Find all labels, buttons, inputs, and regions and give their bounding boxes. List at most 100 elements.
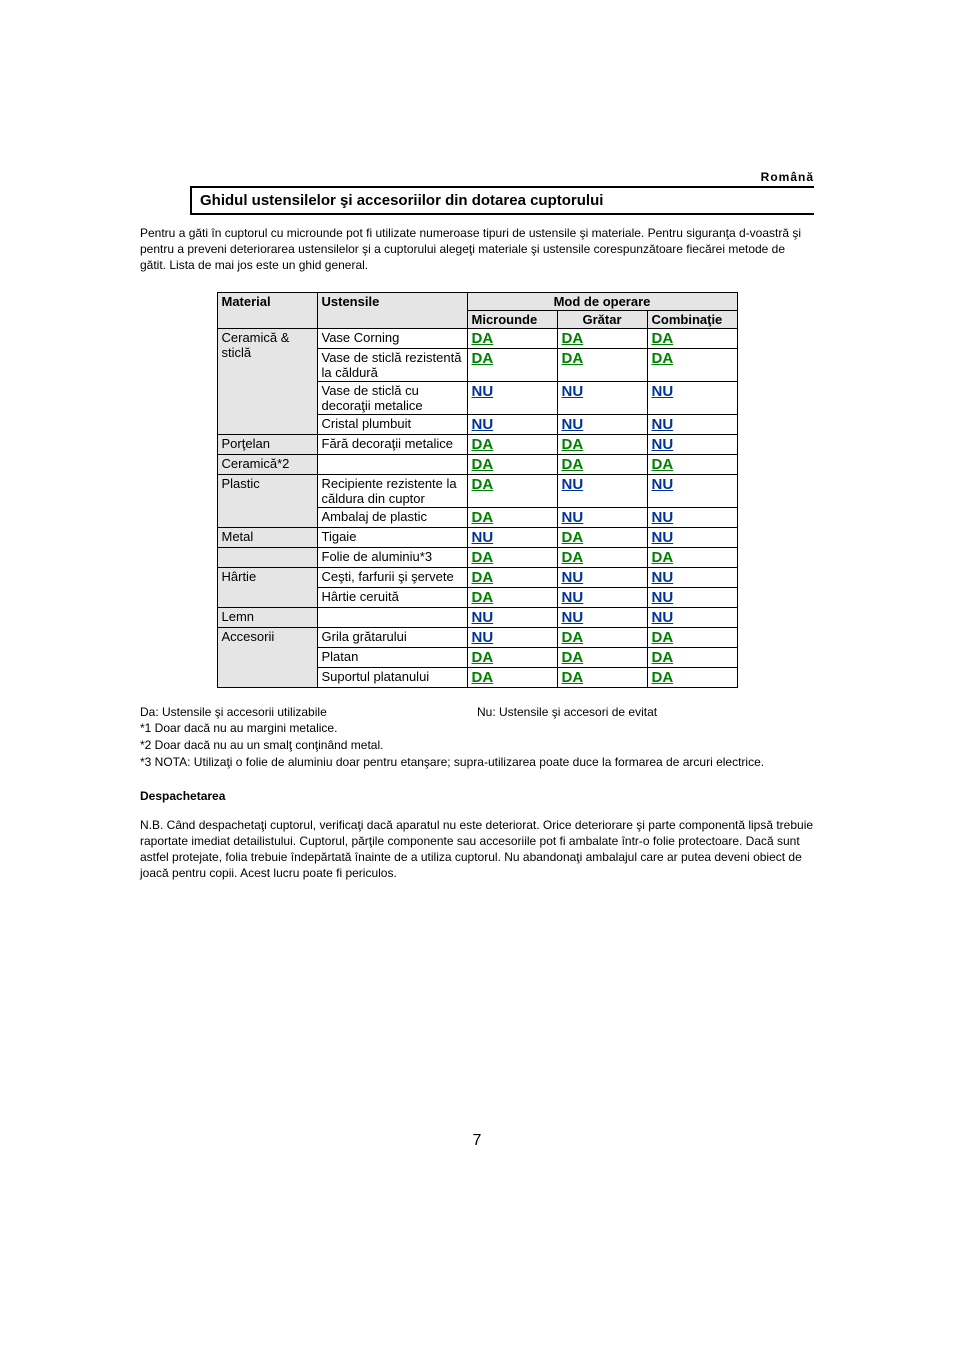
value-cell: NU bbox=[647, 474, 737, 507]
value-cell: DA bbox=[467, 474, 557, 507]
table-row: MetalTigaieNUDANU bbox=[217, 527, 737, 547]
utensil-cell: Folie de aluminiu*3 bbox=[317, 547, 467, 567]
utensil-cell: Recipiente rezistente la căldura din cup… bbox=[317, 474, 467, 507]
table-body: Ceramică & sticlăVase CorningDADADAVase … bbox=[217, 328, 737, 687]
value-cell: DA bbox=[557, 647, 647, 667]
material-cell: Accesorii bbox=[217, 627, 317, 687]
value-cell: NU bbox=[557, 474, 647, 507]
value-cell: NU bbox=[467, 414, 557, 434]
material-cell: Hârtie bbox=[217, 567, 317, 607]
legend-da: Da: Ustensile şi accesorii utilizabile bbox=[140, 704, 477, 721]
footnote-3: *3 NOTA: Utilizaţi o folie de aluminiu d… bbox=[140, 754, 814, 771]
value-cell: NU bbox=[467, 381, 557, 414]
value-cell: NU bbox=[647, 381, 737, 414]
page-title: Ghidul ustensilelor şi accesoriilor din … bbox=[190, 186, 814, 215]
utensil-cell bbox=[317, 607, 467, 627]
value-cell: DA bbox=[467, 348, 557, 381]
th-material: Material bbox=[217, 292, 317, 328]
value-cell: DA bbox=[467, 567, 557, 587]
utensil-cell: Cristal plumbuit bbox=[317, 414, 467, 434]
utensil-cell: Grila grătarului bbox=[317, 627, 467, 647]
value-cell: DA bbox=[557, 434, 647, 454]
value-cell: DA bbox=[467, 547, 557, 567]
value-cell: DA bbox=[647, 647, 737, 667]
intro-paragraph: Pentru a găti în cuptorul cu microunde p… bbox=[140, 225, 814, 274]
legend-nu: Nu: Ustensile şi accesori de evitat bbox=[477, 704, 657, 721]
table-row: PlasticRecipiente rezistente la căldura … bbox=[217, 474, 737, 507]
value-cell: DA bbox=[557, 454, 647, 474]
value-cell: NU bbox=[647, 567, 737, 587]
utensil-cell: Fără decoraţii metalice bbox=[317, 434, 467, 454]
utensil-cell: Tigaie bbox=[317, 527, 467, 547]
value-cell: DA bbox=[467, 434, 557, 454]
language-label: Română bbox=[140, 170, 814, 184]
value-cell: DA bbox=[557, 627, 647, 647]
th-gratar: Grătar bbox=[557, 310, 647, 328]
value-cell: NU bbox=[557, 587, 647, 607]
footnote-1: *1 Doar dacă nu au margini metalice. bbox=[140, 720, 814, 737]
page-number: 7 bbox=[140, 1132, 814, 1150]
utensil-cell: Suportul platanului bbox=[317, 667, 467, 687]
material-cell: Ceramică & sticlă bbox=[217, 328, 317, 434]
value-cell: DA bbox=[647, 627, 737, 647]
value-cell: NU bbox=[647, 414, 737, 434]
th-ustensile: Ustensile bbox=[317, 292, 467, 328]
section-heading: Despachetarea bbox=[140, 789, 814, 803]
value-cell: DA bbox=[557, 328, 647, 348]
unpacking-paragraph: N.B. Când despachetaţi cuptorul, verific… bbox=[140, 817, 814, 882]
utensil-cell bbox=[317, 454, 467, 474]
table-row: PorţelanFără decoraţii metaliceDADANU bbox=[217, 434, 737, 454]
value-cell: DA bbox=[557, 547, 647, 567]
value-cell: NU bbox=[647, 434, 737, 454]
th-combinatie: Combinaţie bbox=[647, 310, 737, 328]
table-row: Ceramică*2DADADA bbox=[217, 454, 737, 474]
utensil-cell: Vase Corning bbox=[317, 328, 467, 348]
value-cell: NU bbox=[647, 587, 737, 607]
table-header: Material Ustensile Mod de operare Microu… bbox=[217, 292, 737, 328]
value-cell: NU bbox=[647, 507, 737, 527]
value-cell: NU bbox=[557, 381, 647, 414]
value-cell: NU bbox=[557, 607, 647, 627]
material-cell: Ceramică*2 bbox=[217, 454, 317, 474]
legend-block: Da: Ustensile şi accesorii utilizabile N… bbox=[140, 704, 814, 771]
table-row: AccesoriiGrila grătaruluiNUDADA bbox=[217, 627, 737, 647]
value-cell: NU bbox=[647, 527, 737, 547]
table-row: Folie de aluminiu*3DADADA bbox=[217, 547, 737, 567]
table-row: HârtieCeşti, farfurii şi şerveteDANUNU bbox=[217, 567, 737, 587]
utensil-cell: Ceşti, farfurii şi şervete bbox=[317, 567, 467, 587]
value-cell: DA bbox=[467, 667, 557, 687]
value-cell: DA bbox=[557, 348, 647, 381]
utensil-cell: Ambalaj de plastic bbox=[317, 507, 467, 527]
th-mode: Mod de operare bbox=[467, 292, 737, 310]
value-cell: NU bbox=[557, 414, 647, 434]
utensil-table: Material Ustensile Mod de operare Microu… bbox=[217, 292, 738, 688]
footnote-2: *2 Doar dacă nu au un smalţ conţinând me… bbox=[140, 737, 814, 754]
value-cell: NU bbox=[557, 567, 647, 587]
material-cell: Plastic bbox=[217, 474, 317, 527]
utensil-cell: Vase de sticlă rezistentă la căldură bbox=[317, 348, 467, 381]
value-cell: DA bbox=[467, 647, 557, 667]
value-cell: DA bbox=[647, 328, 737, 348]
utensil-cell: Hârtie ceruită bbox=[317, 587, 467, 607]
utensil-cell: Platan bbox=[317, 647, 467, 667]
material-cell: Porţelan bbox=[217, 434, 317, 454]
value-cell: DA bbox=[467, 587, 557, 607]
value-cell: NU bbox=[647, 607, 737, 627]
value-cell: DA bbox=[557, 667, 647, 687]
table-row: Ceramică & sticlăVase CorningDADADA bbox=[217, 328, 737, 348]
material-cell: Lemn bbox=[217, 607, 317, 627]
value-cell: DA bbox=[647, 547, 737, 567]
table-row: LemnNUNUNU bbox=[217, 607, 737, 627]
value-cell: DA bbox=[557, 527, 647, 547]
value-cell: NU bbox=[467, 607, 557, 627]
utensil-cell: Vase de sticlă cu decoraţii metalice bbox=[317, 381, 467, 414]
value-cell: NU bbox=[557, 507, 647, 527]
value-cell: DA bbox=[647, 667, 737, 687]
value-cell: DA bbox=[647, 348, 737, 381]
material-cell: Metal bbox=[217, 527, 317, 547]
value-cell: DA bbox=[467, 328, 557, 348]
material-cell bbox=[217, 547, 317, 567]
value-cell: DA bbox=[467, 507, 557, 527]
value-cell: DA bbox=[647, 454, 737, 474]
th-microunde: Microunde bbox=[467, 310, 557, 328]
